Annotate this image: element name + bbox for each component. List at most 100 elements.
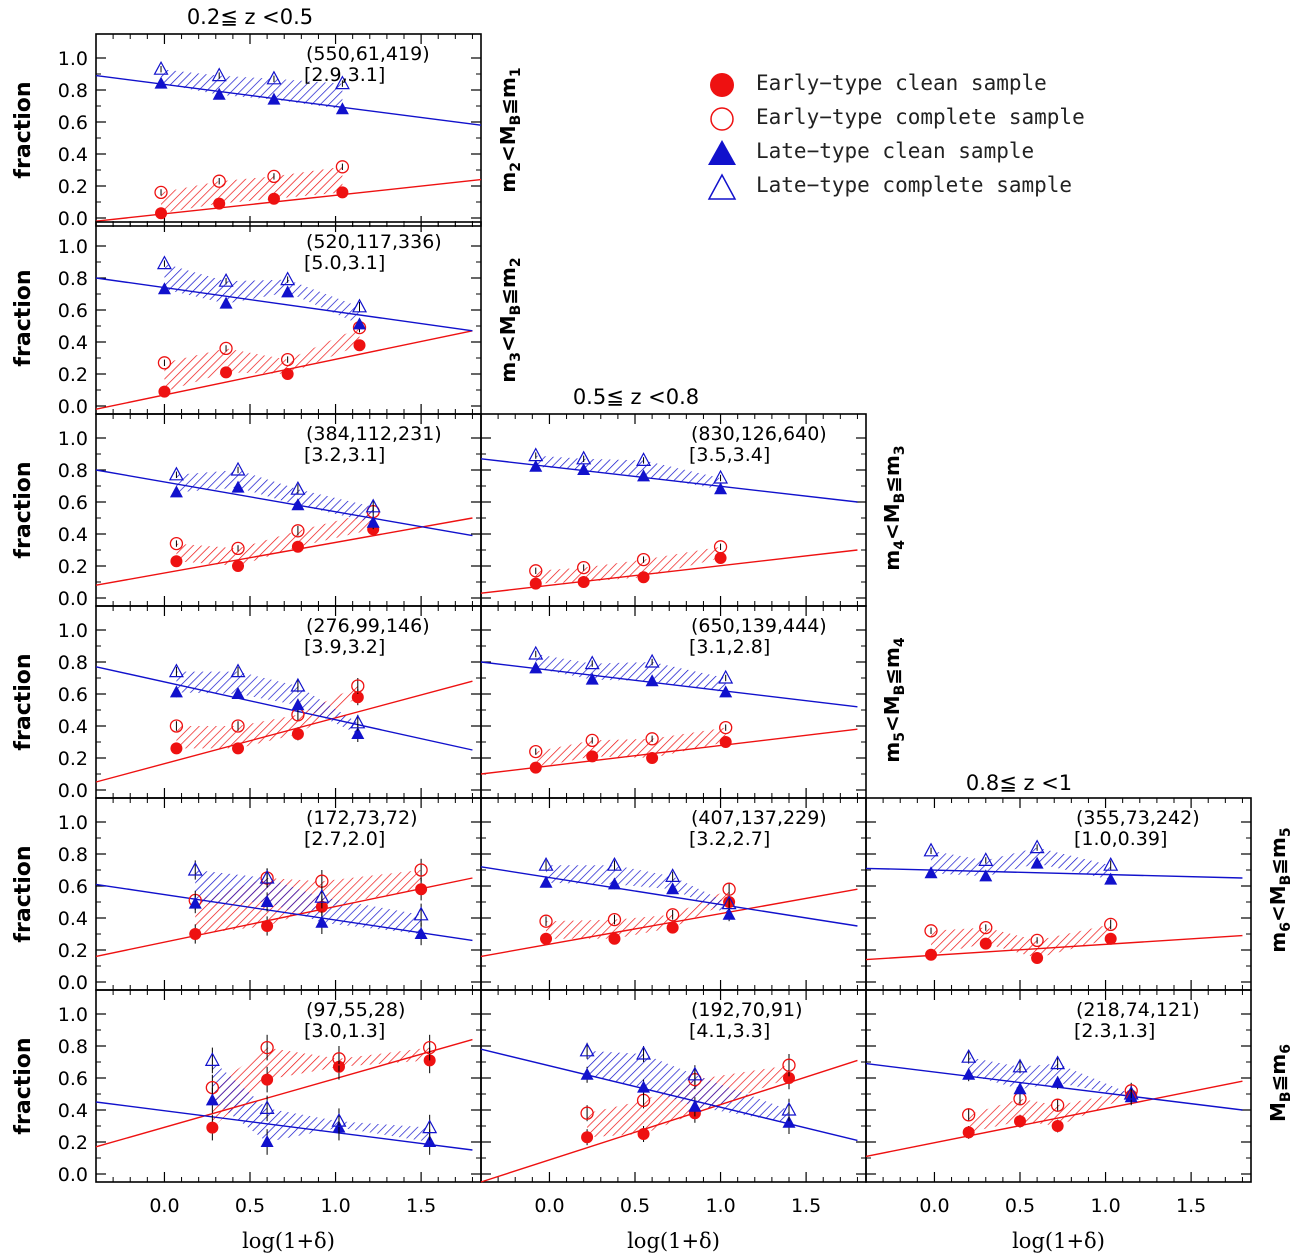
late-complete-point: [1029, 839, 1045, 854]
early-clean-point: [213, 197, 226, 210]
panel-3-1: (650,139,444)[3.1,2.8]: [480, 605, 867, 799]
late-clean-point: [205, 1093, 219, 1106]
y-tick-label: 0.4: [58, 524, 88, 546]
late-hatch-band: [164, 263, 360, 325]
counts-annotation: (384,112,231): [306, 423, 442, 445]
y-tick-label: 0.4: [58, 716, 88, 738]
early-complete-point: [414, 863, 428, 877]
y-tick-label: 1.0: [58, 620, 88, 642]
panel-grid: 0.0 0.2 0.4 0.6 0.8 1.0 (550,61,419)[2.9,3.1] f…: [11, 5, 1294, 1253]
early-complete-point: [212, 174, 226, 188]
late-clean-point: [577, 463, 591, 475]
early-complete-point: [713, 540, 728, 554]
early-hatch-band: [546, 889, 730, 939]
early-clean-point: [281, 368, 294, 380]
magnitude-bin-label: MB≦m6: [1266, 1044, 1294, 1122]
y-tick-label: 1.0: [58, 48, 88, 70]
late-clean-point: [353, 317, 367, 330]
late-clean-point: [962, 1067, 976, 1080]
late-clean-point: [637, 1080, 651, 1093]
significance-annotation: [3.5,3.4]: [689, 444, 770, 466]
significance-annotation: [2.7,2.0]: [304, 828, 385, 850]
late-complete-point: [665, 868, 681, 883]
early-clean-point: [415, 883, 428, 896]
y-tick-label: 0.0: [58, 588, 88, 610]
early-clean-point: [189, 928, 202, 940]
y-tick-label: 0.6: [58, 112, 88, 134]
late-hatch-band: [195, 870, 422, 934]
counts-annotation: (218,74,121): [1076, 999, 1200, 1021]
early-hatch-band: [535, 727, 726, 768]
early-complete-point: [577, 560, 591, 575]
label-subscript: 1: [508, 67, 524, 77]
x-tick-label: 0.0: [149, 1195, 179, 1217]
early-clean-point: [962, 1126, 975, 1139]
label-part: ≦m: [880, 455, 904, 493]
late-fit-line: [95, 666, 473, 751]
late-complete-point: [350, 714, 366, 729]
late-complete-point: [153, 60, 169, 75]
late-clean-point: [212, 87, 226, 100]
late-hatch-band: [176, 671, 358, 734]
late-clean-point: [607, 877, 621, 890]
late-clean-point: [688, 1099, 702, 1112]
legend-label: Late−type clean sample: [756, 139, 1035, 163]
early-hatch-band: [931, 924, 1111, 958]
y-tick-label: 0.4: [58, 144, 88, 166]
significance-annotation: [3.2,3.1]: [304, 444, 385, 466]
magnitude-bin-label: m4<MB≦m3: [880, 445, 908, 570]
late-fit-line: [95, 277, 473, 332]
significance-annotation: [2.9,3.1]: [304, 64, 385, 86]
x-tick-label: 0.5: [235, 1195, 265, 1217]
early-clean-point: [1014, 1115, 1026, 1128]
late-complete-point: [413, 906, 429, 921]
label-subscript: 3: [508, 352, 524, 362]
redshift-bin-title: 0.8≦ z <1: [966, 771, 1072, 795]
late-clean-point: [231, 687, 245, 699]
late-clean-point: [924, 866, 938, 879]
early-clean-point: [714, 552, 727, 564]
y-tick-label: 0.2: [58, 556, 88, 578]
early-complete-point: [260, 1040, 274, 1055]
label-part: <M: [1266, 885, 1290, 922]
late-complete-point: [606, 856, 622, 871]
early-complete-point: [169, 536, 184, 551]
early-clean-point: [206, 1121, 219, 1134]
y-axis-label: fraction: [11, 461, 36, 558]
late-clean-point: [529, 661, 543, 674]
y-axis-label: fraction: [11, 269, 36, 366]
late-complete-point: [259, 869, 275, 884]
significance-annotation: [3.9,3.2]: [304, 636, 385, 658]
filled-circle-icon: [710, 73, 734, 97]
y-tick-label: 0.6: [58, 492, 88, 514]
early-clean-point: [646, 752, 659, 764]
late-complete-point: [721, 895, 737, 910]
late-complete-point: [713, 469, 729, 484]
significance-annotation: [2.3,1.3]: [1074, 1020, 1155, 1042]
early-complete-point: [1104, 917, 1118, 932]
label-subscript: 5: [892, 732, 908, 742]
significance-annotation: [5.0,3.1]: [304, 252, 385, 274]
early-complete-point: [539, 914, 553, 928]
early-complete-point: [157, 356, 172, 370]
late-hatch-band: [587, 1050, 789, 1123]
early-complete-point: [636, 552, 651, 567]
label-part: ≦m: [496, 267, 520, 305]
late-clean-point: [291, 698, 305, 711]
early-complete-point: [529, 564, 543, 578]
early-fit-line: [95, 877, 473, 958]
panel-4-1: (407,137,229)[3.2,2.7]: [480, 797, 867, 991]
early-fit-line: [95, 1038, 473, 1148]
label-part: m: [496, 172, 520, 193]
panel-2-0: 0.0 0.2 0.4 0.6 0.8 1.0 (384,112,231)[3.2,3.1]…: [11, 413, 482, 610]
label-subscript: B: [892, 685, 908, 696]
label-part: <M: [880, 503, 904, 540]
late-complete-point: [168, 466, 184, 481]
y-axis-label: fraction: [11, 653, 36, 750]
late-hatch-band: [161, 69, 343, 110]
legend: Early−type clean sample Early−type compl…: [706, 68, 1176, 218]
y-tick-label: 0.2: [58, 940, 88, 962]
label-part: M: [1266, 1102, 1290, 1122]
early-clean-point: [1051, 1120, 1064, 1132]
label-subscript: B: [892, 493, 908, 504]
